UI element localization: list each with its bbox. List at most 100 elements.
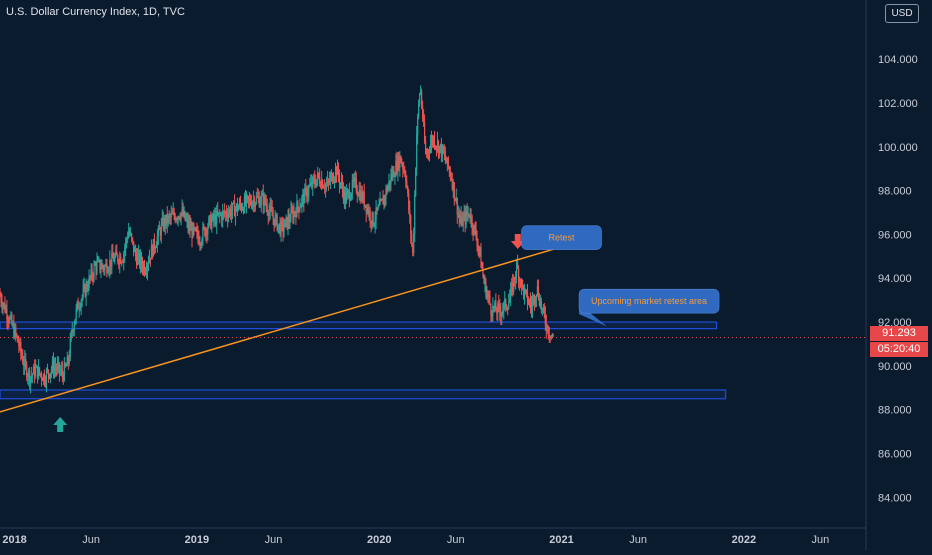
candle-body [272, 210, 273, 216]
candle-body [238, 207, 239, 211]
candle-body [71, 331, 72, 338]
candle-body [288, 217, 289, 222]
candle-body [474, 225, 475, 229]
candle-body [207, 227, 208, 234]
candle-body [102, 265, 103, 268]
candle-body [168, 216, 169, 224]
candle-body [346, 193, 347, 203]
candle-body [424, 122, 425, 141]
candle-body [114, 256, 115, 261]
candle-body [132, 238, 133, 241]
candle-body [195, 228, 196, 231]
candle-body [517, 263, 518, 268]
candle-body [21, 352, 22, 356]
retest-area-callout-text: Upcoming market retest area [591, 296, 707, 306]
candle-body [261, 196, 262, 203]
candle-body [141, 256, 142, 265]
candle-body [240, 202, 241, 205]
candle-body [232, 203, 233, 211]
candle-body [44, 374, 45, 383]
candle-body [93, 265, 94, 277]
candle-body [476, 238, 477, 246]
candle-body [222, 211, 223, 220]
candle-body [448, 158, 449, 168]
candle-body [490, 304, 491, 314]
candle-body [475, 229, 476, 238]
candle-body [330, 177, 331, 182]
candle-body [524, 290, 525, 297]
candle-body [91, 269, 92, 276]
candle-body [76, 308, 77, 319]
candle-body [96, 262, 97, 271]
candle-body [46, 371, 47, 383]
candle-body [407, 187, 408, 194]
candle-body [55, 367, 56, 369]
candle-body [297, 202, 298, 207]
candle-body [299, 208, 300, 212]
candle-body [88, 276, 89, 288]
candle-body [289, 222, 290, 223]
candle-body [20, 342, 21, 353]
candle-body [86, 284, 87, 289]
candle-body [281, 222, 282, 223]
candle-body [161, 224, 162, 236]
candle-body [31, 375, 32, 376]
candle-body [414, 196, 415, 234]
candle-body [202, 227, 203, 241]
candle-body [423, 118, 424, 122]
countdown-tag: 05:20:40 [870, 342, 928, 357]
price-tick-label: 100.000 [878, 142, 918, 154]
candle-body [300, 205, 301, 207]
candle-body [252, 203, 253, 207]
candle-body [457, 198, 458, 214]
candle-body [434, 137, 435, 146]
candle-body [319, 177, 320, 184]
candle-body [535, 299, 536, 303]
candle-body [394, 176, 395, 177]
candle-body [59, 363, 60, 372]
chart-title: U.S. Dollar Currency Index, 1D, TVC [6, 6, 185, 18]
candle-body [370, 211, 371, 221]
candle-body [2, 304, 3, 307]
candle-body [307, 194, 308, 197]
time-tick-label: 2019 [185, 534, 209, 546]
candle-body [265, 196, 266, 203]
candle-body [154, 239, 155, 248]
candle-body [39, 367, 40, 373]
candle-body [350, 198, 351, 200]
candle-body [322, 181, 323, 188]
candle-body [179, 216, 180, 218]
candle-body [198, 238, 199, 245]
candle-body [308, 187, 309, 194]
candle-body [145, 272, 146, 273]
candle-body [478, 246, 479, 249]
candle-body [450, 171, 451, 177]
candle-body [326, 184, 327, 185]
candle-body [487, 294, 488, 296]
candle-body [374, 224, 375, 225]
candle-body [406, 181, 407, 186]
candle-body [197, 231, 198, 238]
candle-body [69, 357, 70, 363]
currency-badge[interactable]: USD [885, 4, 919, 23]
candle-body [469, 214, 470, 217]
candle-body [60, 371, 61, 372]
support-zone [0, 390, 726, 399]
candle-body [64, 363, 65, 380]
candle-body [51, 369, 52, 372]
candle-body [269, 211, 270, 216]
candle-body [430, 145, 431, 152]
candle-body [351, 194, 352, 198]
candle-body [155, 248, 156, 249]
candle-body [80, 308, 81, 309]
price-tick-label: 90.000 [878, 361, 912, 373]
candle-body [11, 315, 12, 324]
candle-body [422, 106, 423, 118]
candle-body [401, 163, 402, 165]
price-tick-label: 94.000 [878, 273, 912, 285]
candle-body [294, 211, 295, 212]
candle-body [375, 220, 376, 224]
candle-body [411, 234, 412, 243]
